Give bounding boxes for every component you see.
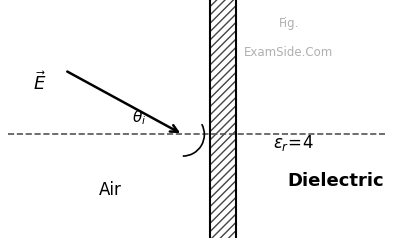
Text: $\theta_i$: $\theta_i$ bbox=[132, 109, 147, 127]
Text: Air: Air bbox=[99, 181, 121, 199]
Text: Fig.: Fig. bbox=[279, 17, 299, 30]
Text: $\varepsilon_r\!=\!4$: $\varepsilon_r\!=\!4$ bbox=[273, 133, 314, 153]
Text: Dielectric: Dielectric bbox=[287, 172, 384, 190]
Text: $\vec{E}$: $\vec{E}$ bbox=[33, 71, 46, 94]
Bar bbox=[210, 0, 236, 238]
Text: ExamSide.Com: ExamSide.Com bbox=[244, 46, 334, 59]
